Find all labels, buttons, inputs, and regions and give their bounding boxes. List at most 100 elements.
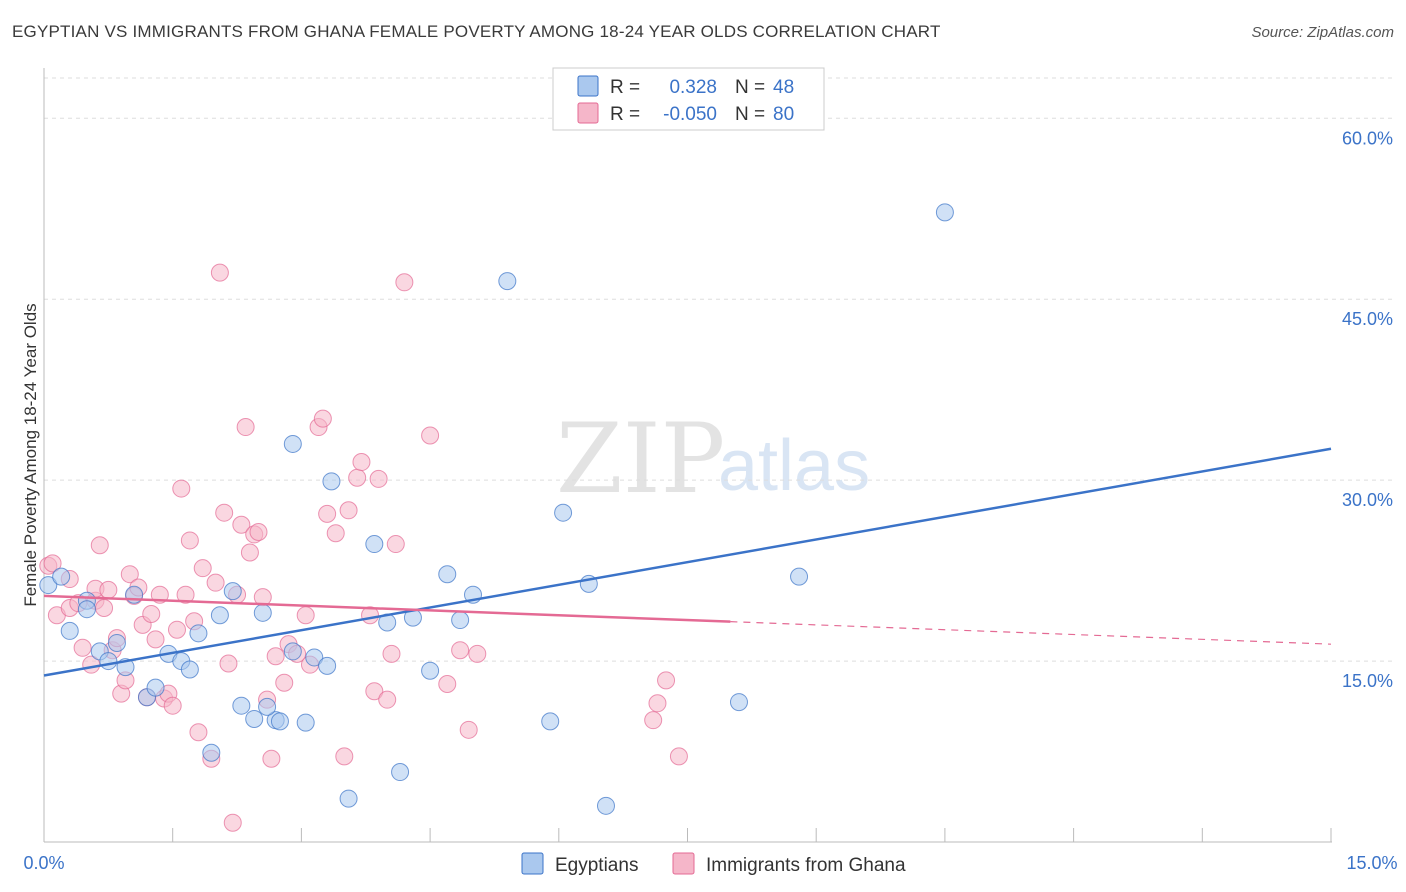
point-ghana bbox=[369, 469, 388, 488]
point-egyptians bbox=[554, 503, 573, 522]
point-egyptians bbox=[258, 697, 277, 716]
point-ghana bbox=[459, 720, 478, 739]
point-ghana bbox=[142, 605, 161, 624]
bottom-legend-label-ghana: Immigrants from Ghana bbox=[706, 855, 906, 876]
point-egyptians bbox=[146, 678, 165, 697]
point-egyptians bbox=[283, 434, 302, 453]
y-tick-label: 60.0% bbox=[1342, 128, 1393, 148]
grid-lines bbox=[44, 77, 1394, 662]
trend-line-ghana-extrapolated bbox=[730, 621, 1332, 645]
legend-n-value-egyptians: 48 bbox=[773, 77, 794, 98]
point-ghana bbox=[176, 585, 195, 604]
point-ghana bbox=[468, 644, 487, 663]
series-egyptians-points bbox=[39, 203, 954, 815]
chart-title: EGYPTIAN VS IMMIGRANTS FROM GHANA FEMALE… bbox=[12, 22, 941, 41]
legend-n-label-ghana: N = bbox=[735, 104, 765, 125]
point-egyptians bbox=[210, 606, 229, 625]
point-egyptians bbox=[935, 203, 954, 222]
trend-line-ghana bbox=[43, 594, 731, 623]
point-ghana bbox=[348, 468, 367, 487]
point-egyptians bbox=[270, 712, 289, 731]
point-ghana bbox=[240, 543, 259, 562]
trend-lines bbox=[43, 447, 1332, 677]
point-ghana bbox=[335, 747, 354, 766]
point-ghana bbox=[421, 426, 440, 445]
point-ghana bbox=[648, 694, 667, 713]
point-egyptians bbox=[322, 472, 341, 491]
y-tick-label: 45.0% bbox=[1342, 309, 1393, 329]
point-ghana bbox=[189, 723, 208, 742]
point-egyptians bbox=[790, 567, 809, 586]
legend-r-label-ghana: R = bbox=[610, 104, 640, 125]
point-egyptians bbox=[223, 582, 242, 601]
x-tick-label-min: 0.0% bbox=[23, 853, 64, 873]
point-ghana bbox=[236, 418, 255, 437]
point-ghana bbox=[313, 409, 332, 428]
point-ghana bbox=[365, 682, 384, 701]
legend-r-value-ghana: -0.050 bbox=[663, 104, 717, 125]
point-ghana bbox=[167, 620, 186, 639]
point-ghana bbox=[657, 671, 676, 690]
point-ghana bbox=[223, 813, 242, 832]
bottom-legend-label-egyptians: Egyptians bbox=[555, 855, 638, 876]
y-tick-labels: 15.0% 30.0% 45.0% 60.0% bbox=[1342, 128, 1393, 691]
point-egyptians bbox=[296, 713, 315, 732]
point-egyptians bbox=[541, 712, 560, 731]
point-ghana bbox=[378, 690, 397, 709]
watermark-zip: ZIP bbox=[556, 403, 725, 515]
point-ghana bbox=[395, 273, 414, 292]
point-egyptians bbox=[107, 633, 126, 652]
legend-r-label-egyptians: R = bbox=[610, 77, 640, 98]
point-egyptians bbox=[52, 567, 71, 586]
point-egyptians bbox=[253, 603, 272, 622]
point-ghana bbox=[163, 696, 182, 715]
point-egyptians bbox=[39, 576, 58, 595]
point-ghana bbox=[326, 524, 345, 543]
point-ghana bbox=[146, 630, 165, 649]
x-tick-label-max: 15.0% bbox=[1346, 853, 1397, 873]
x-ticks bbox=[43, 828, 1332, 842]
point-egyptians bbox=[339, 789, 358, 808]
point-ghana bbox=[215, 503, 234, 522]
point-ghana bbox=[644, 711, 663, 730]
chart-source: Source: ZipAtlas.com bbox=[1251, 24, 1394, 41]
point-ghana bbox=[232, 515, 251, 534]
point-egyptians bbox=[421, 661, 440, 680]
point-ghana bbox=[318, 504, 337, 523]
point-ghana bbox=[386, 535, 405, 554]
y-tick-label: 15.0% bbox=[1342, 671, 1393, 691]
point-ghana bbox=[339, 501, 358, 520]
point-egyptians bbox=[305, 648, 324, 667]
bottom-legend-swatch-egyptians bbox=[521, 852, 544, 875]
point-ghana bbox=[90, 536, 109, 555]
point-ghana bbox=[193, 559, 212, 578]
point-ghana bbox=[352, 453, 371, 472]
point-egyptians bbox=[729, 693, 748, 712]
point-egyptians bbox=[596, 796, 615, 815]
legend-n-value-ghana: 80 bbox=[773, 104, 794, 125]
point-egyptians bbox=[189, 624, 208, 643]
legend-n-label-egyptians: N = bbox=[735, 77, 765, 98]
point-ghana bbox=[206, 573, 225, 592]
point-ghana bbox=[296, 606, 315, 625]
point-ghana bbox=[249, 522, 268, 541]
point-ghana bbox=[262, 749, 281, 768]
point-egyptians bbox=[232, 696, 251, 715]
bottom-legend-swatch-ghana bbox=[672, 852, 695, 875]
point-egyptians bbox=[391, 763, 410, 782]
watermark-atlas: atlas bbox=[718, 426, 870, 506]
trend-line-egyptians bbox=[43, 447, 1332, 677]
point-ghana bbox=[172, 479, 191, 498]
y-tick-label: 30.0% bbox=[1342, 490, 1393, 510]
point-egyptians bbox=[180, 660, 199, 679]
point-ghana bbox=[120, 565, 139, 584]
point-egyptians bbox=[498, 272, 517, 291]
legend-swatch-egyptians bbox=[577, 75, 599, 97]
legend-swatch-ghana bbox=[577, 102, 599, 124]
point-ghana bbox=[99, 580, 118, 599]
series-ghana-points bbox=[39, 263, 688, 832]
point-egyptians bbox=[99, 652, 118, 671]
point-egyptians bbox=[60, 621, 79, 640]
point-ghana bbox=[73, 638, 92, 657]
